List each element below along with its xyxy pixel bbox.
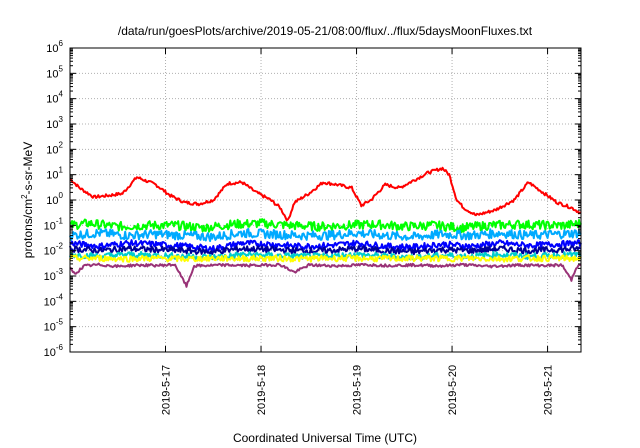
y-tick-label: 106	[46, 39, 63, 55]
series-line-7	[69, 262, 582, 288]
series-line-1	[70, 218, 582, 234]
y-tick-label: 102	[46, 140, 63, 156]
x-tick-label: 2019-5-20	[447, 365, 459, 415]
grid-lines	[70, 48, 581, 352]
y-tick-label: 105	[46, 64, 63, 80]
y-tick-label: 104	[46, 90, 63, 106]
series-line-0	[69, 166, 582, 222]
y-tick-label: 101	[46, 166, 63, 182]
y-axis-label: protons/cm2-s-sr-MeV	[20, 142, 35, 258]
y-axis-label-prefix: protons/cm	[21, 199, 35, 258]
x-tick-label: 2019-5-19	[352, 365, 364, 415]
x-axis-ticks: 2019-5-17 2019-5-18 2019-5-19 2019-5-20 2019…	[161, 48, 555, 415]
y-axis-label-sup: 2	[20, 194, 29, 199]
series-line-4	[69, 245, 582, 256]
y-tick-label: 10-2	[44, 242, 64, 258]
x-tick-label: 2019-5-18	[256, 365, 268, 415]
y-axis-ticks: 10-6 10-5 10-4 10-3 10-2 10-1 100 101 102 103 104 1…	[44, 39, 581, 359]
x-tick-label: 2019-5-21	[543, 365, 555, 415]
data-series	[69, 166, 582, 288]
x-tick-label: 2019-5-17	[161, 365, 173, 415]
y-tick-label: 10-3	[44, 267, 64, 283]
y-tick-label: 103	[46, 115, 63, 131]
chart-title: /data/run/goesPlots/archive/2019-05-21/0…	[118, 24, 533, 38]
y-axis-label-suffix: -s-sr-MeV	[21, 142, 35, 195]
y-tick-label: 100	[46, 191, 63, 207]
series-line-6	[69, 254, 582, 263]
series-line-2	[69, 227, 582, 243]
series-line-3	[69, 239, 582, 253]
y-tick-label: 10-4	[44, 292, 64, 308]
y-tick-label: 10-1	[44, 216, 64, 232]
x-axis-label: Coordinated Universal Time (UTC)	[233, 431, 417, 445]
y-tick-label: 10-6	[44, 343, 64, 359]
y-tick-label: 10-5	[44, 318, 64, 334]
